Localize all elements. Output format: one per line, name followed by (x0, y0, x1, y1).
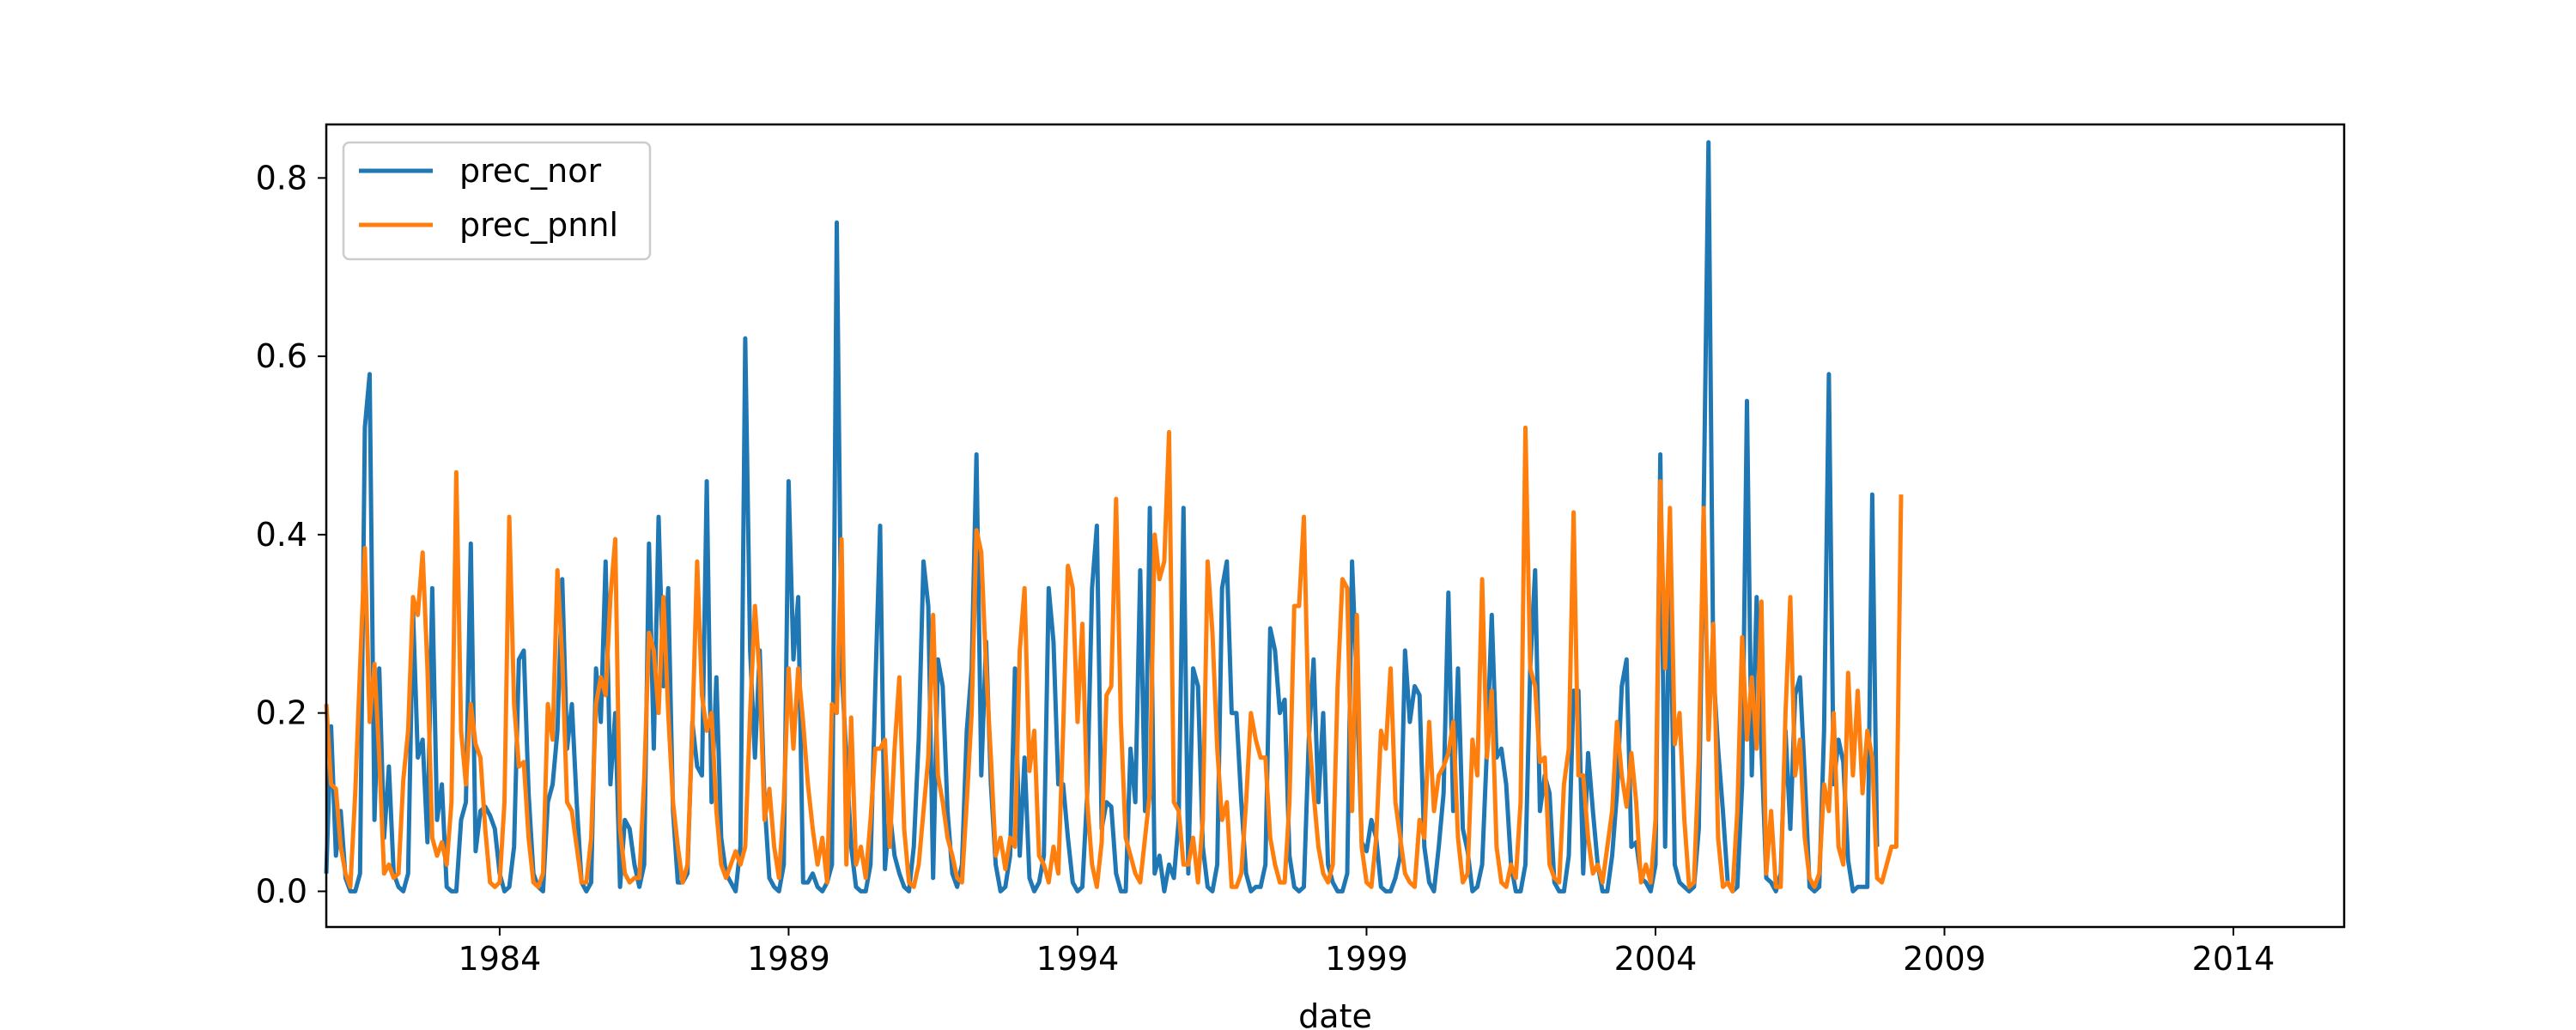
series-line-prec-pnnl (324, 425, 1904, 894)
legend: prec_nor prec_pnnl (342, 141, 652, 261)
y-axis-ticks: 0.0 0.2 0.4 0.6 0.8 (256, 159, 326, 910)
x-tick-label-2004: 2004 (1614, 940, 1698, 978)
y-tick-label-0-0: 0.0 (256, 872, 307, 910)
x-tick-label-1984: 1984 (459, 940, 542, 978)
series-layer (324, 140, 1904, 894)
x-tick-label-1994: 1994 (1036, 940, 1120, 978)
y-tick-label-0-8: 0.8 (256, 159, 307, 197)
x-tick-label-1989: 1989 (747, 940, 830, 978)
y-tick-label-0-4: 0.4 (256, 516, 307, 554)
x-tick-label-2009: 2009 (1903, 940, 1986, 978)
y-tick-label-0-2: 0.2 (256, 694, 307, 732)
x-tick-label-1999: 1999 (1325, 940, 1408, 978)
legend-label-prec-nor: prec_nor (459, 152, 602, 190)
x-axis-ticks: 1984 1989 1994 1999 2004 2009 2014 (459, 927, 2275, 978)
x-tick-label-2014: 2014 (2192, 940, 2275, 978)
legend-label-prec-pnnl: prec_pnnl (459, 206, 618, 244)
x-axis-label: date (1298, 997, 1372, 1030)
plot-area-frame (325, 123, 2346, 929)
y-tick-label-0-6: 0.6 (256, 337, 307, 375)
